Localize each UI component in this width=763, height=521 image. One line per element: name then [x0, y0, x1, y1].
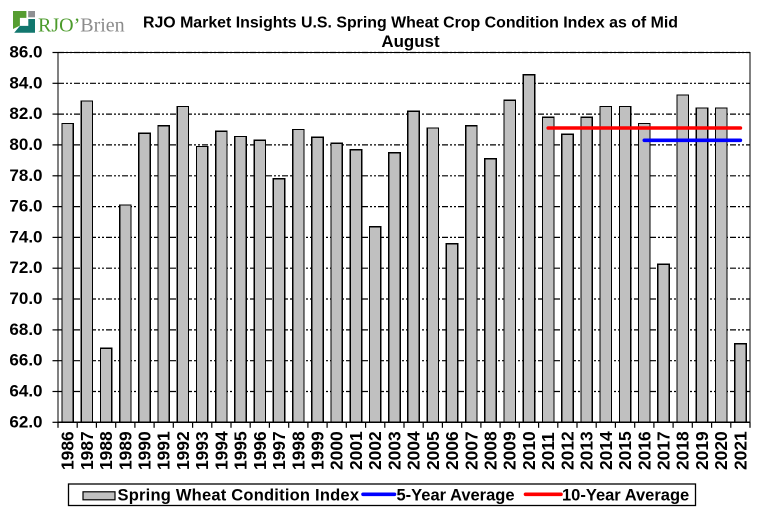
svg-text:1993: 1993 — [192, 431, 212, 470]
svg-text:1998: 1998 — [288, 431, 308, 470]
svg-text:2012: 2012 — [557, 431, 577, 470]
svg-text:74.0: 74.0 — [9, 227, 42, 246]
svg-text:1989: 1989 — [115, 431, 135, 470]
svg-text:2013: 2013 — [577, 431, 597, 470]
svg-text:1996: 1996 — [250, 431, 270, 470]
svg-text:RJO Market Insights U.S. Sprin: RJO Market Insights U.S. Spring Wheat Cr… — [143, 15, 678, 32]
svg-text:2009: 2009 — [500, 431, 520, 470]
svg-text:62.0: 62.0 — [9, 412, 42, 431]
svg-text:1994: 1994 — [211, 431, 231, 470]
svg-text:2018: 2018 — [673, 431, 693, 470]
svg-text:72.0: 72.0 — [9, 258, 42, 277]
svg-text:2016: 2016 — [634, 431, 654, 470]
svg-text:80.0: 80.0 — [9, 135, 42, 154]
svg-text:76.0: 76.0 — [9, 197, 42, 216]
svg-text:2001: 2001 — [346, 431, 366, 470]
svg-text:2004: 2004 — [404, 431, 424, 470]
svg-text:10-Year Average: 10-Year Average — [562, 487, 689, 505]
svg-text:1991: 1991 — [154, 431, 174, 470]
svg-text:2003: 2003 — [384, 431, 404, 470]
svg-text:1992: 1992 — [173, 431, 193, 470]
svg-text:1995: 1995 — [231, 431, 251, 470]
svg-text:68.0: 68.0 — [9, 320, 42, 339]
svg-text:August: August — [381, 32, 440, 51]
svg-text:2014: 2014 — [596, 431, 616, 470]
svg-text:2006: 2006 — [442, 431, 462, 470]
svg-text:2000: 2000 — [327, 431, 347, 470]
svg-text:2008: 2008 — [481, 431, 501, 470]
svg-text:1999: 1999 — [308, 431, 328, 470]
svg-text:RJO’Brien: RJO’Brien — [38, 15, 125, 37]
svg-text:Spring Wheat Condition Index: Spring Wheat Condition Index — [118, 487, 360, 505]
svg-text:2020: 2020 — [711, 431, 731, 470]
svg-text:2005: 2005 — [423, 431, 443, 470]
svg-text:1987: 1987 — [77, 431, 97, 470]
svg-text:1997: 1997 — [269, 431, 289, 470]
svg-text:1986: 1986 — [58, 431, 78, 470]
svg-text:2017: 2017 — [654, 431, 674, 470]
svg-text:2010: 2010 — [519, 431, 539, 470]
svg-text:1990: 1990 — [135, 431, 155, 470]
svg-text:70.0: 70.0 — [9, 289, 42, 308]
svg-text:2019: 2019 — [692, 431, 712, 470]
svg-text:64.0: 64.0 — [9, 382, 42, 401]
svg-text:2002: 2002 — [365, 431, 385, 470]
svg-text:78.0: 78.0 — [9, 166, 42, 185]
svg-text:86.0: 86.0 — [9, 43, 42, 62]
svg-text:2011: 2011 — [538, 432, 558, 470]
svg-text:84.0: 84.0 — [9, 73, 42, 92]
svg-text:66.0: 66.0 — [9, 351, 42, 370]
svg-text:2015: 2015 — [615, 431, 635, 470]
svg-text:82.0: 82.0 — [9, 104, 42, 123]
svg-text:1988: 1988 — [96, 431, 116, 470]
svg-text:2007: 2007 — [461, 431, 481, 470]
svg-text:5-Year Average: 5-Year Average — [397, 487, 515, 505]
svg-text:2021: 2021 — [730, 431, 750, 470]
